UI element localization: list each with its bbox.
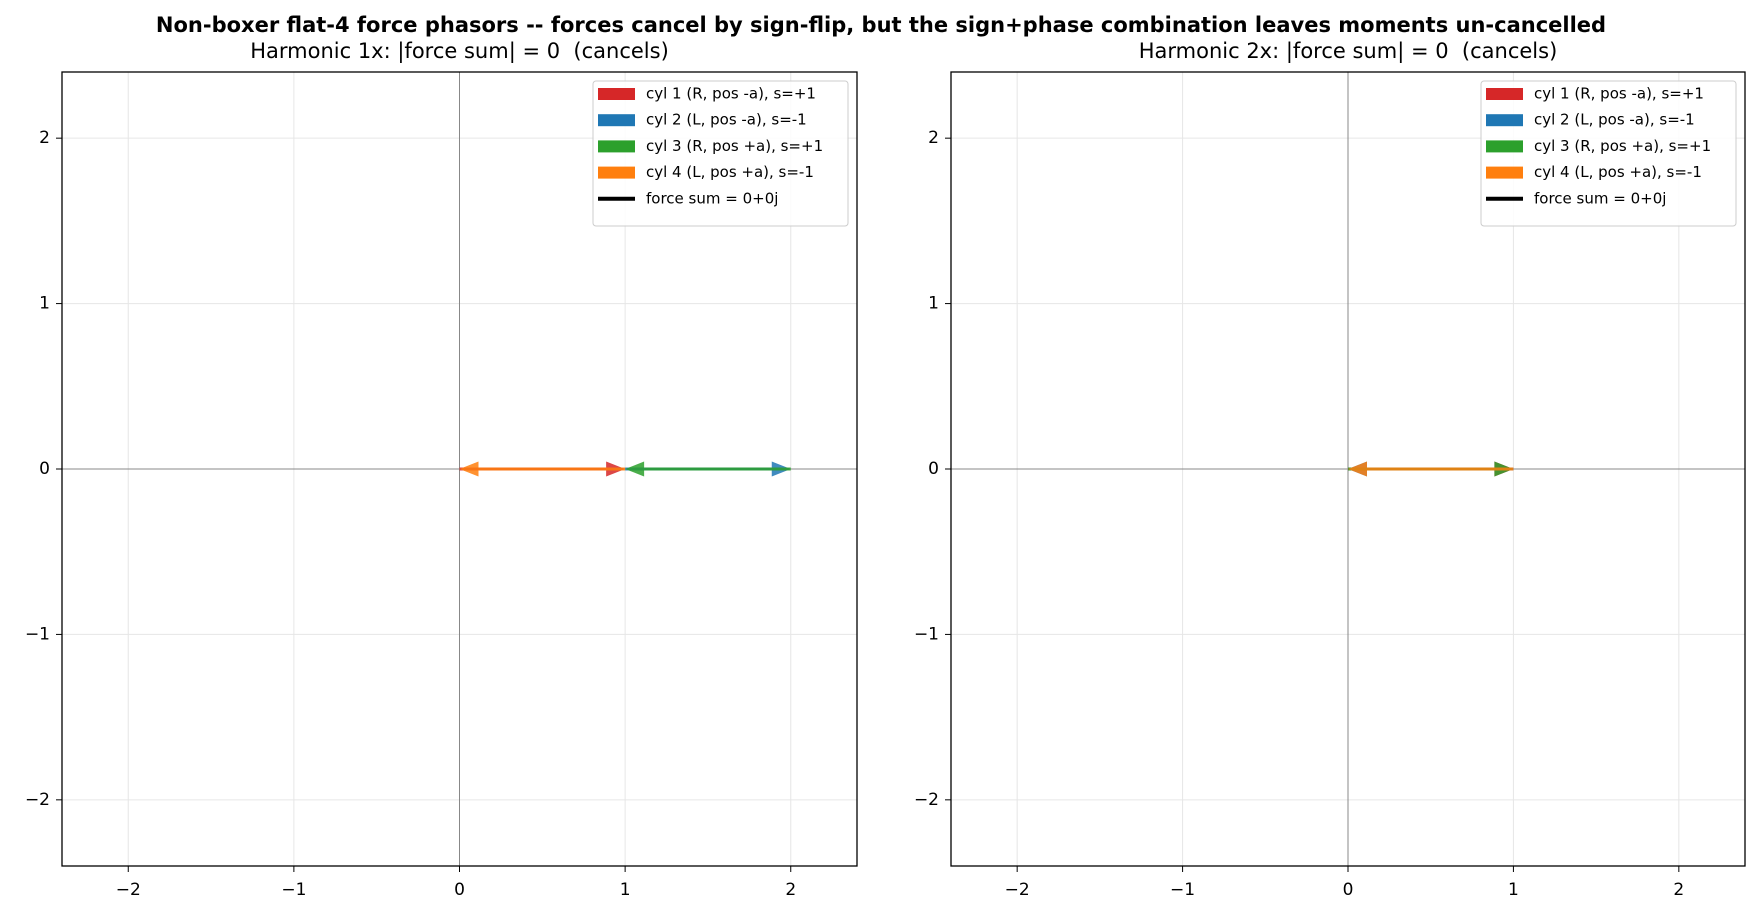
phasor-head	[459, 461, 479, 477]
phasor-arrow	[625, 461, 791, 477]
x-tick-label: −1	[281, 880, 306, 900]
x-tick-label: 1	[620, 880, 631, 900]
legend-swatch	[598, 140, 635, 153]
legend-swatch	[1486, 140, 1523, 153]
phasor-head	[1348, 461, 1367, 477]
y-tick-label: −1	[25, 624, 50, 644]
legend-swatch	[1486, 114, 1523, 127]
legend-label: cyl 4 (L, pos +a), s=-1	[1534, 163, 1702, 181]
legend-swatch	[598, 114, 635, 127]
x-tick-label: −2	[1005, 880, 1030, 900]
legend: cyl 1 (R, pos -a), s=+1 cyl 2 (L, pos -a)…	[1480, 80, 1737, 227]
legend-label: cyl 1 (R, pos -a), s=+1	[646, 85, 816, 103]
legend-box	[592, 80, 849, 227]
legend-swatch	[598, 166, 635, 179]
phasor-arrow	[459, 461, 626, 477]
axes-frame	[61, 71, 858, 867]
legend-swatch	[598, 88, 635, 100]
legend-box	[1480, 80, 1737, 227]
x-tick-label: 2	[1673, 880, 1684, 900]
x-tick-label: 0	[1343, 880, 1354, 900]
subplot-title: Harmonic 1x: |force sum| = 0 (cancels)	[250, 39, 669, 64]
subplot: Harmonic 1x: |force sum| = 0 (cancels) −2…	[25, 39, 858, 900]
axes-frame	[950, 71, 1746, 867]
phasor-arrow	[1348, 461, 1514, 477]
subplot: Harmonic 2x: |force sum| = 0 (cancels) −2…	[914, 39, 1746, 900]
y-tick-label: 2	[39, 128, 50, 148]
y-tick-label: 1	[39, 294, 50, 314]
legend: cyl 1 (R, pos -a), s=+1 cyl 2 (L, pos -a)…	[592, 80, 849, 227]
legend-label: cyl 2 (L, pos -a), s=-1	[646, 111, 807, 129]
y-tick-label: −2	[914, 790, 939, 810]
y-tick-label: 2	[928, 128, 939, 148]
y-tick-label: 0	[39, 459, 50, 479]
legend-label: cyl 4 (L, pos +a), s=-1	[646, 163, 814, 181]
x-tick-label: 2	[785, 880, 796, 900]
legend-swatch	[1486, 88, 1523, 100]
x-tick-label: −1	[1170, 880, 1195, 900]
y-tick-label: 1	[928, 294, 939, 314]
x-tick-label: −2	[116, 880, 141, 900]
legend-label: cyl 1 (R, pos -a), s=+1	[1534, 85, 1704, 103]
legend-label: force sum = 0+0j	[1534, 189, 1666, 207]
y-tick-label: −1	[914, 624, 939, 644]
figure-title: Non-boxer flat-4 force phasors -- forces…	[156, 13, 1606, 37]
phasor-head	[625, 461, 645, 477]
legend-label: cyl 2 (L, pos -a), s=-1	[1534, 111, 1695, 129]
legend-label: force sum = 0+0j	[646, 189, 778, 207]
y-tick-label: 0	[928, 459, 939, 479]
x-tick-label: 0	[454, 880, 465, 900]
x-tick-label: 1	[1508, 880, 1519, 900]
legend-label: cyl 3 (R, pos +a), s=+1	[646, 137, 823, 155]
subplot-title: Harmonic 2x: |force sum| = 0 (cancels)	[1139, 39, 1558, 64]
legend-label: cyl 3 (R, pos +a), s=+1	[1534, 137, 1711, 155]
y-tick-label: −2	[25, 790, 50, 810]
legend-swatch	[1486, 166, 1523, 179]
